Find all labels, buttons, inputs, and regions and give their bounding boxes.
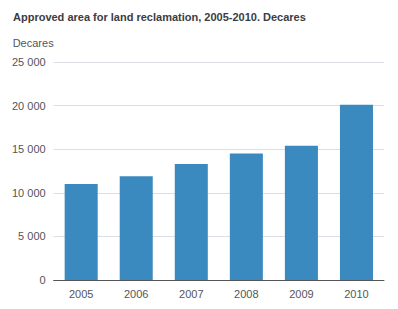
svg-text:Decares: Decares bbox=[13, 37, 54, 49]
svg-text:15 000: 15 000 bbox=[12, 143, 46, 155]
svg-text:5 000: 5 000 bbox=[18, 230, 46, 242]
svg-text:2010: 2010 bbox=[344, 288, 368, 300]
svg-text:Approved area for land reclama: Approved area for land reclamation, 2005… bbox=[13, 11, 306, 23]
svg-text:0: 0 bbox=[40, 274, 46, 286]
svg-text:10 000: 10 000 bbox=[12, 187, 46, 199]
svg-text:2007: 2007 bbox=[179, 288, 203, 300]
svg-text:2005: 2005 bbox=[69, 288, 93, 300]
svg-text:25 000: 25 000 bbox=[12, 56, 46, 68]
svg-text:2008: 2008 bbox=[234, 288, 258, 300]
svg-text:20 000: 20 000 bbox=[12, 100, 46, 112]
svg-text:2009: 2009 bbox=[289, 288, 313, 300]
svg-text:2006: 2006 bbox=[124, 288, 148, 300]
